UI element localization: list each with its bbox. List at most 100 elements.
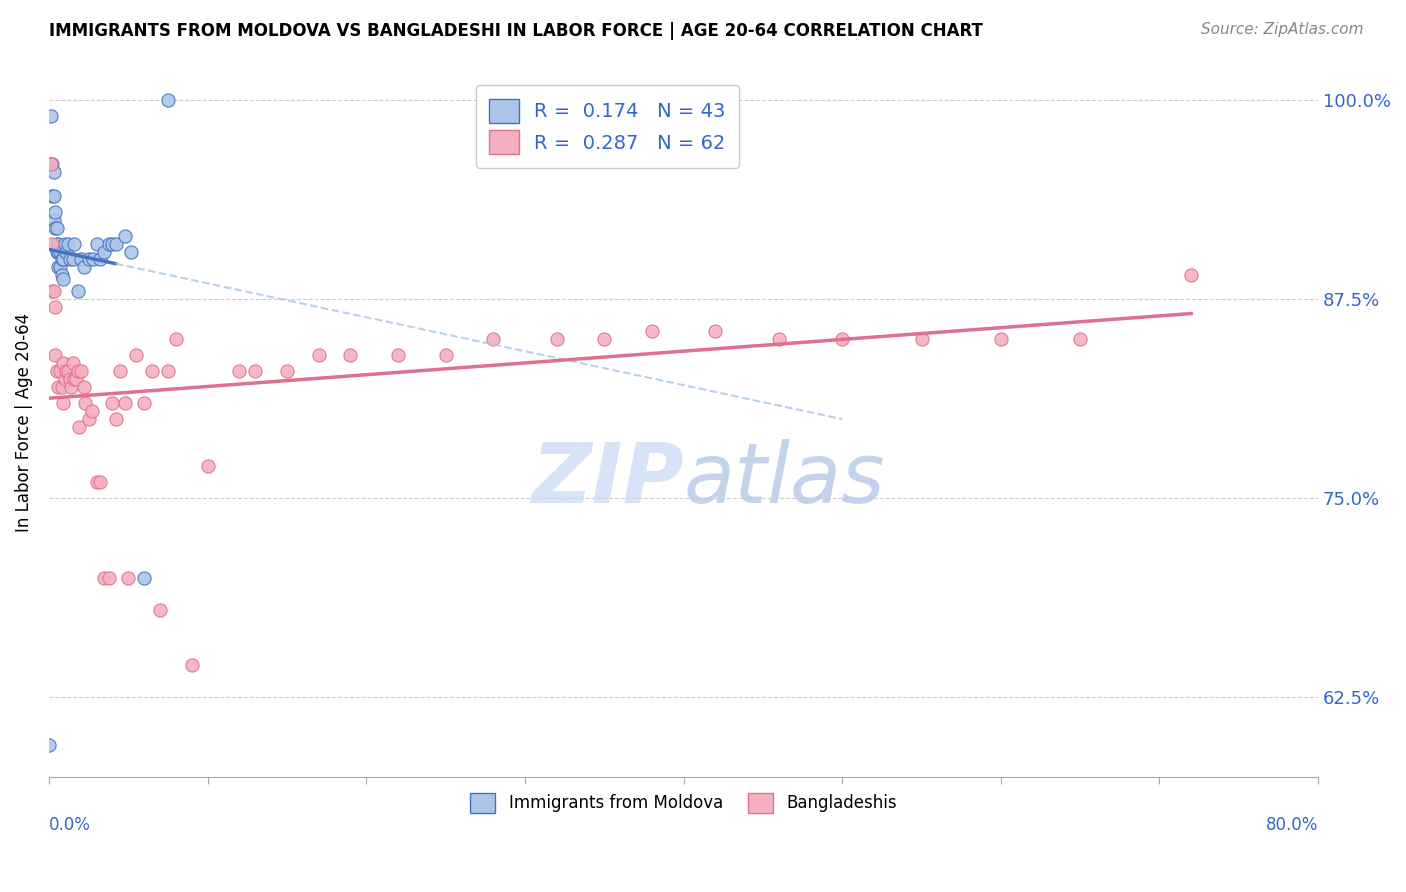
Point [125, 348, 148, 362]
Point [990, 332, 1012, 346]
Text: IMMIGRANTS FROM MOLDOVA VS BANGLADESHI IN LABOR FORCE | AGE 20-64 CORRELATION CH: IMMIGRANTS FROM MOLDOVA VS BANGLADESHI I… [49, 22, 983, 40]
Point [276, 364, 298, 378]
Point [134, 571, 156, 585]
Point [831, 332, 853, 346]
Point [73, 380, 96, 394]
Point [41, 189, 63, 203]
Point [45, 220, 67, 235]
Point [86, 236, 108, 251]
Point [51, 268, 73, 283]
Point [52, 252, 75, 267]
Point [387, 348, 409, 362]
Point [114, 228, 136, 243]
Point [41, 236, 63, 251]
Point [41, 157, 63, 171]
Text: 0.0%: 0.0% [49, 815, 91, 833]
Point [110, 364, 132, 378]
Point [42, 285, 65, 299]
Point [48, 380, 70, 394]
Point [77, 411, 100, 425]
Point [45, 364, 67, 378]
Point [38, 738, 60, 752]
Point [180, 658, 202, 673]
Point [89, 252, 111, 267]
Point [45, 236, 67, 251]
Point [62, 356, 84, 370]
Point [63, 372, 86, 386]
Point [60, 380, 83, 394]
Point [53, 236, 76, 251]
Point [49, 260, 72, 275]
Point [704, 324, 727, 338]
Point [39, 157, 62, 171]
Legend: Immigrants from Moldova, Bangladeshis: Immigrants from Moldova, Bangladeshis [463, 784, 905, 822]
Point [52, 271, 75, 285]
Point [75, 395, 97, 409]
Point [768, 332, 790, 346]
Point [56, 364, 79, 378]
Point [1180, 268, 1202, 283]
Point [67, 419, 90, 434]
Point [42, 165, 65, 179]
Point [51, 380, 73, 394]
Point [593, 332, 616, 346]
Point [339, 348, 361, 362]
Point [69, 252, 91, 267]
Point [45, 244, 67, 259]
Point [48, 260, 70, 275]
Point [1069, 332, 1091, 346]
Point [101, 236, 124, 251]
Point [77, 252, 100, 267]
Text: 80.0%: 80.0% [1265, 815, 1319, 833]
Point [86, 475, 108, 490]
Point [89, 475, 111, 490]
Point [69, 364, 91, 378]
Point [98, 236, 121, 251]
Point [55, 364, 77, 378]
Text: Source: ZipAtlas.com: Source: ZipAtlas.com [1201, 22, 1364, 37]
Point [80, 403, 103, 417]
Point [49, 244, 72, 259]
Point [149, 602, 172, 616]
Point [55, 244, 77, 259]
Point [48, 244, 70, 259]
Point [117, 571, 139, 585]
Point [98, 571, 121, 585]
Point [41, 285, 63, 299]
Point [58, 252, 80, 267]
Point [93, 571, 115, 585]
Point [39, 157, 62, 171]
Point [44, 300, 66, 314]
Point [44, 348, 66, 362]
Point [156, 93, 179, 107]
Point [66, 364, 89, 378]
Point [58, 372, 80, 386]
Point [228, 364, 250, 378]
Point [308, 348, 330, 362]
Point [134, 395, 156, 409]
Point [53, 372, 76, 386]
Point [104, 411, 127, 425]
Point [101, 395, 124, 409]
Point [51, 252, 73, 267]
Text: ZIP: ZIP [531, 439, 683, 520]
Point [910, 332, 932, 346]
Point [42, 212, 65, 227]
Point [39, 109, 62, 123]
Point [63, 236, 86, 251]
Point [141, 364, 163, 378]
Point [56, 236, 79, 251]
Point [641, 324, 664, 338]
Point [42, 189, 65, 203]
Point [156, 364, 179, 378]
Point [73, 260, 96, 275]
Point [245, 364, 267, 378]
Point [65, 372, 87, 386]
Point [104, 236, 127, 251]
Text: atlas: atlas [683, 439, 886, 520]
Point [434, 348, 457, 362]
Point [114, 395, 136, 409]
Point [546, 332, 568, 346]
Point [482, 332, 505, 346]
Point [165, 332, 187, 346]
